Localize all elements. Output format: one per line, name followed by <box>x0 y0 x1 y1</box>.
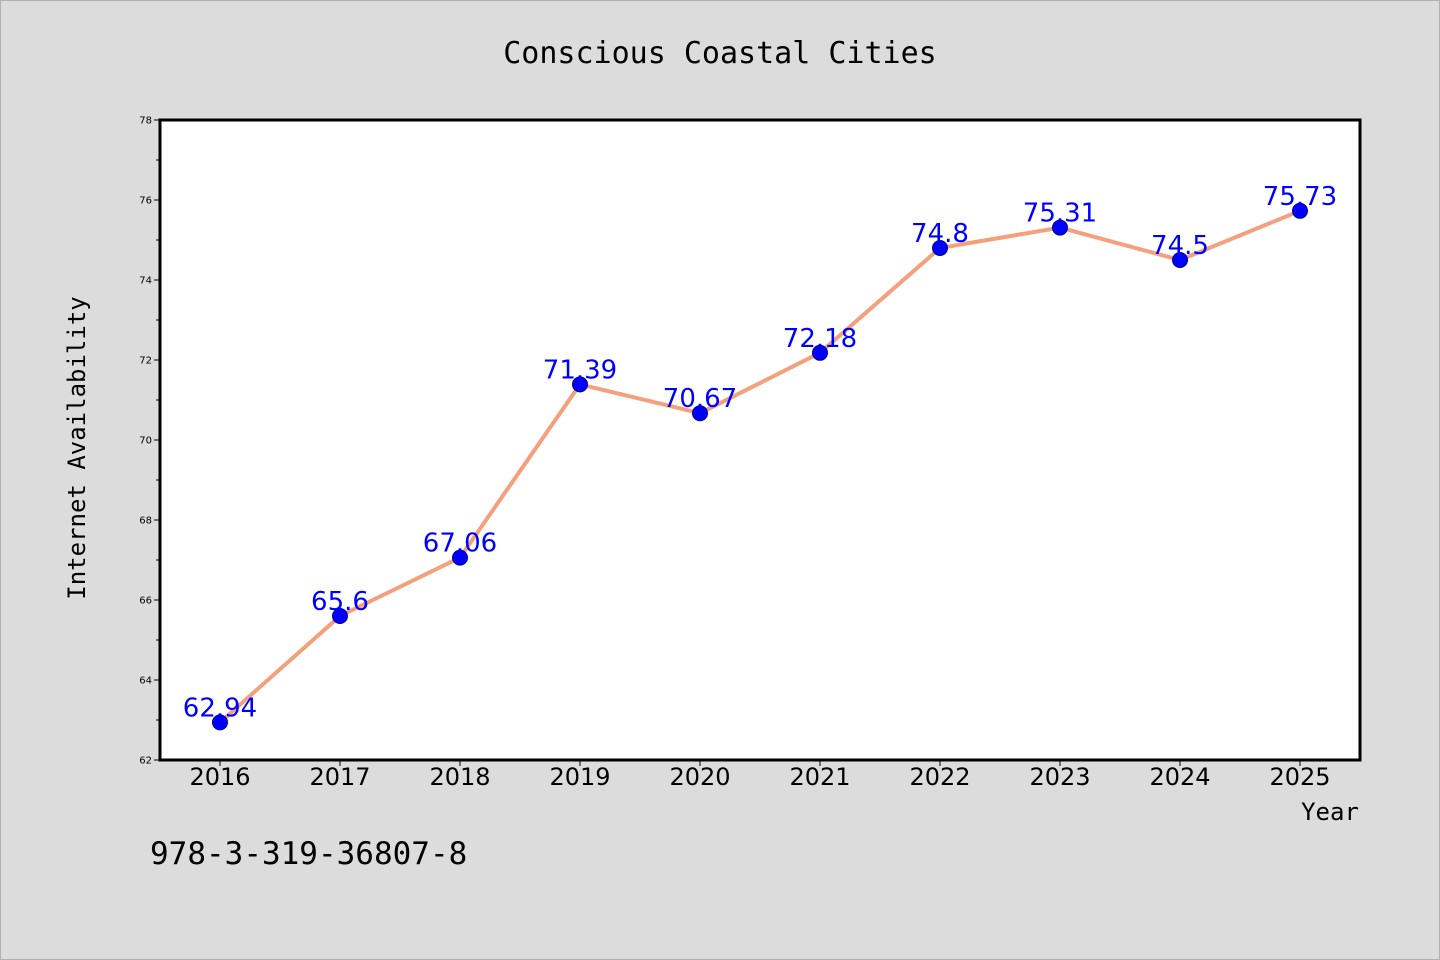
data-label: 74.5 <box>1151 231 1209 261</box>
data-label: 75.73 <box>1263 182 1337 212</box>
data-label-layer: 62.94 65.6 67.06 71.39 70.67 72.18 74.8 75.31 74… <box>183 182 1337 724</box>
data-label: 71.39 <box>543 355 617 385</box>
series-layer <box>212 202 1308 731</box>
x-tick-label: 2019 <box>549 763 610 791</box>
series-line <box>218 208 1302 725</box>
x-tick-label: 2025 <box>1269 763 1330 791</box>
x-tick-label: 2020 <box>669 763 730 791</box>
footer-isbn-text: 978-3-319-36807-8 <box>150 836 467 872</box>
data-label: 72.18 <box>783 324 857 354</box>
data-label: 75.31 <box>1023 199 1097 229</box>
y-tick-label: 64 <box>139 676 152 687</box>
y-tick-label: 72 <box>139 356 152 367</box>
data-label: 62.94 <box>183 693 257 723</box>
x-tick-label: 2022 <box>909 763 970 791</box>
data-label: 70.67 <box>663 384 737 414</box>
x-axis: 2016 2017 2018 2019 2020 2021 2022 2023 2024 2025 <box>189 760 1331 791</box>
x-tick-label: 2018 <box>429 763 490 791</box>
plot-area <box>160 120 1360 760</box>
data-point-marker <box>212 714 228 731</box>
data-point-marker <box>1172 252 1188 268</box>
x-tick-label: 2024 <box>1149 763 1210 791</box>
y-tick-label: 62 <box>139 756 152 767</box>
x-tick-label: 2016 <box>189 763 250 791</box>
y-tick-label: 78 <box>139 116 152 127</box>
data-point-marker <box>932 240 948 256</box>
data-point-marker <box>332 608 348 624</box>
y-tick-label: 76 <box>139 196 152 207</box>
x-tick-label: 2023 <box>1029 763 1090 791</box>
x-axis-label: Year <box>1301 798 1359 826</box>
y-tick-label: 68 <box>139 516 152 527</box>
data-point-marker <box>692 405 708 422</box>
x-tick-label: 2021 <box>789 763 850 791</box>
data-label: 65.6 <box>311 587 369 617</box>
data-point-marker <box>1052 219 1068 236</box>
y-tick-label: 70 <box>139 436 152 447</box>
data-point-marker <box>572 376 588 393</box>
data-point-marker <box>1292 202 1308 219</box>
data-label: 74.8 <box>911 219 969 249</box>
data-point-marker <box>452 549 468 566</box>
y-axis-label: Internet Availability <box>63 296 91 599</box>
chart-title: Conscious Coastal Cities <box>503 36 936 71</box>
y-tick-label: 66 <box>139 596 152 607</box>
y-tick-label: 74 <box>139 276 152 287</box>
plot-frame <box>158 118 1362 762</box>
x-tick-label: 2017 <box>309 763 370 791</box>
data-label: 67.06 <box>423 529 497 559</box>
data-point-marker <box>812 344 828 361</box>
